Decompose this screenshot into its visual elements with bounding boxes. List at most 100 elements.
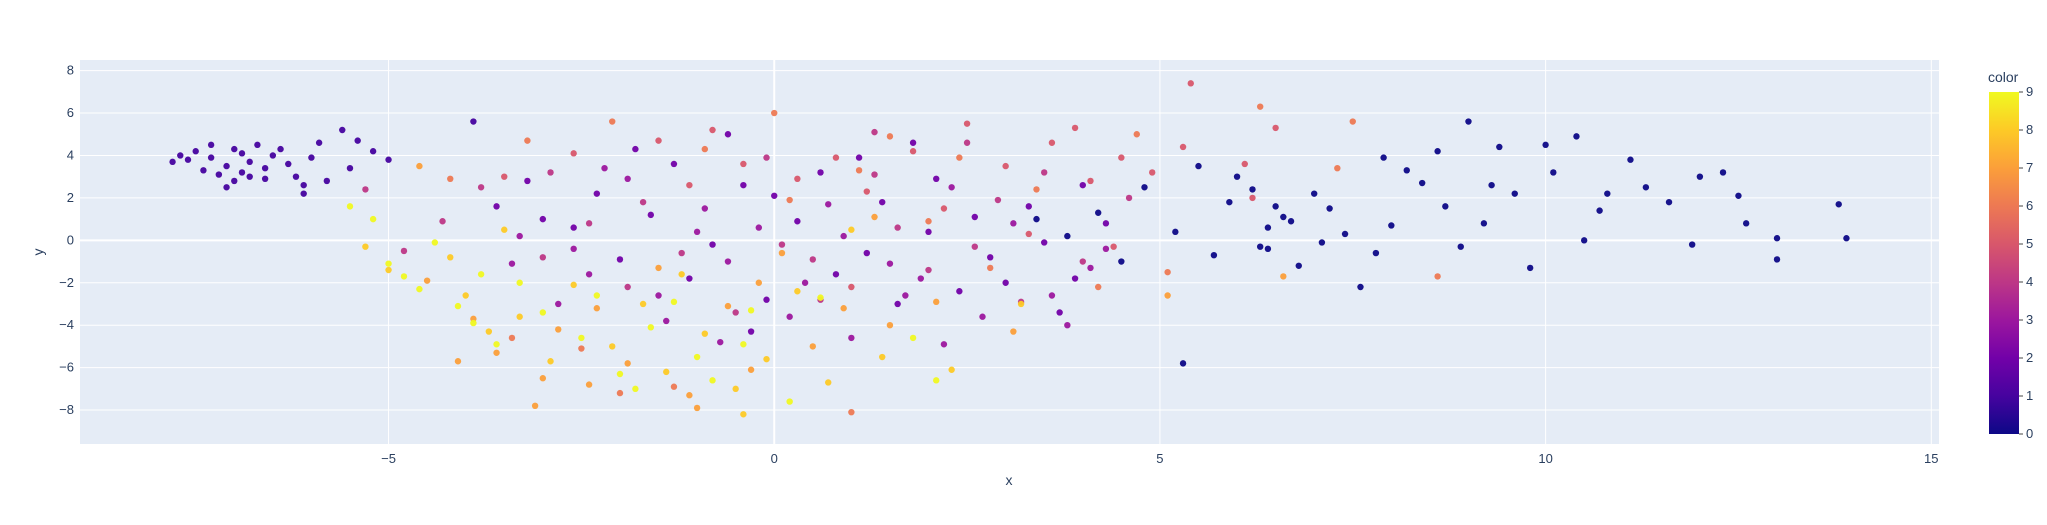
y-tick-label: 2: [67, 190, 74, 205]
data-point: [632, 385, 639, 393]
data-point: [1179, 143, 1187, 151]
data-point: [454, 302, 462, 310]
data-point: [925, 266, 932, 274]
data-point: [871, 213, 878, 221]
data-point: [346, 203, 354, 210]
data-point: [871, 128, 878, 136]
data-point: [601, 164, 608, 172]
data-point: [277, 145, 284, 153]
data-point: [1496, 143, 1503, 151]
data-point: [477, 184, 485, 191]
data-point: [207, 154, 215, 161]
data-point: [886, 260, 894, 267]
y-tick-label: −6: [59, 360, 74, 375]
data-point: [825, 201, 832, 208]
y-tick-label: 6: [67, 105, 74, 120]
data-point: [655, 137, 662, 144]
data-point: [354, 137, 361, 144]
data-point: [848, 283, 855, 291]
colorbar-tick-label: 6: [2026, 198, 2033, 213]
data-point: [740, 181, 747, 189]
data-point: [1025, 230, 1032, 238]
data-point: [493, 341, 500, 348]
data-point: [678, 249, 685, 257]
data-point: [1526, 264, 1534, 272]
plot-area: [80, 60, 1939, 444]
data-point: [1025, 203, 1032, 210]
data-point: [1241, 160, 1248, 168]
data-point: [740, 160, 747, 168]
data-point: [755, 224, 763, 231]
data-point: [940, 205, 948, 212]
colorbar: color 0 1 2 3 4 5 6 7 8 9: [1988, 69, 2033, 441]
data-point: [1056, 309, 1063, 316]
data-point: [177, 152, 184, 159]
data-point: [701, 205, 709, 212]
data-point: [894, 300, 901, 308]
data-point: [1380, 154, 1387, 161]
data-point: [763, 154, 770, 161]
data-point: [1079, 258, 1086, 265]
data-point: [855, 154, 863, 161]
data-point: [979, 313, 986, 320]
data-point: [501, 226, 508, 233]
data-point: [400, 247, 408, 255]
data-point: [1195, 162, 1202, 170]
data-point: [925, 228, 932, 236]
data-point: [493, 349, 500, 356]
y-tick-label: 4: [67, 147, 74, 162]
data-point: [956, 288, 963, 295]
data-point: [238, 169, 246, 176]
data-point: [948, 366, 955, 373]
data-point: [663, 317, 670, 325]
data-point: [778, 241, 786, 248]
data-point: [1272, 124, 1279, 132]
colorbar-tick-label: 2: [2026, 350, 2033, 365]
data-point: [346, 164, 354, 172]
data-point: [693, 353, 701, 361]
x-tick-label: −5: [381, 451, 396, 466]
data-point: [485, 328, 493, 335]
data-point: [1465, 118, 1472, 125]
data-point: [1580, 237, 1588, 244]
data-point: [292, 173, 300, 180]
y-tick-label: 8: [67, 63, 74, 78]
data-point: [1719, 169, 1727, 176]
data-point: [1102, 220, 1110, 227]
data-point: [1542, 141, 1549, 149]
data-point: [246, 173, 253, 180]
data-point: [786, 313, 793, 320]
data-point: [1256, 243, 1264, 250]
data-point: [1233, 173, 1241, 180]
data-point: [686, 275, 693, 282]
data-point: [1010, 220, 1017, 227]
data-point: [956, 154, 963, 161]
data-point: [369, 215, 377, 223]
data-point: [570, 245, 577, 253]
data-point: [1318, 239, 1326, 246]
data-point: [1256, 103, 1264, 110]
data-point: [447, 175, 454, 183]
data-point: [238, 150, 246, 157]
data-point: [794, 218, 801, 225]
colorbar-tick-label: 1: [2026, 388, 2033, 403]
data-point: [933, 377, 940, 384]
data-point: [724, 131, 732, 138]
data-point: [1164, 292, 1171, 299]
data-point: [593, 305, 601, 312]
data-point: [1226, 198, 1233, 206]
data-point: [539, 375, 547, 382]
data-point: [848, 226, 855, 233]
data-point: [431, 239, 439, 246]
data-point: [477, 271, 485, 278]
data-point: [1642, 184, 1650, 191]
colorbar-tick-labels: 0 1 2 3 4 5 6 7 8 9: [2019, 84, 2033, 441]
data-point: [933, 298, 940, 306]
y-gridlines: [80, 70, 1939, 411]
y-tick-label: −2: [59, 275, 74, 290]
data-point: [1041, 239, 1048, 246]
data-point: [184, 156, 192, 163]
data-point: [539, 254, 547, 261]
data-point: [832, 154, 840, 161]
